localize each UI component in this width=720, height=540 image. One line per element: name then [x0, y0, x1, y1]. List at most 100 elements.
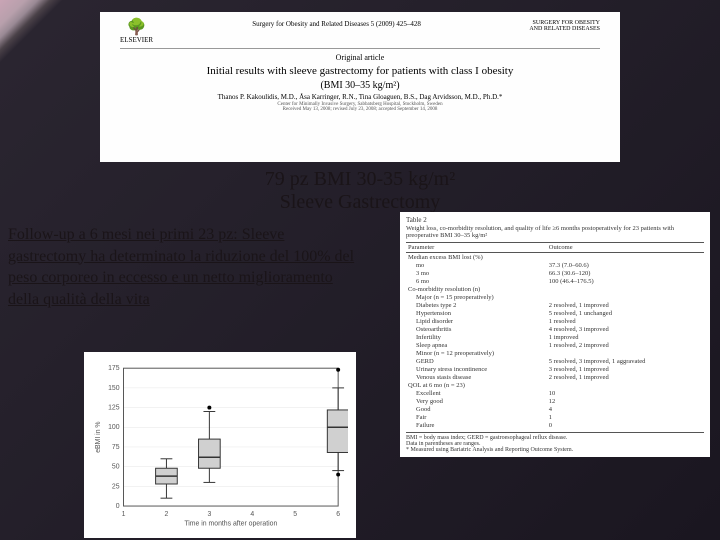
svg-text:175: 175: [108, 365, 120, 372]
publisher-name: ELSEVIER: [120, 36, 153, 44]
journal-reference: Surgery for Obesity and Related Diseases…: [153, 20, 520, 28]
table-cell-param: Sleep apnea: [406, 341, 547, 349]
table-row: 6 mo100 (46.4–176.5): [406, 277, 704, 285]
journal-header: 🌳 ELSEVIER Surgery for Obesity and Relat…: [120, 20, 600, 49]
table-cell-outcome: 12: [547, 397, 704, 405]
table-cell-param: Good: [406, 405, 547, 413]
svg-text:25: 25: [112, 483, 120, 490]
slide-title: 79 pz BMI 30-35 kg/m² Sleeve Gastrectomy: [0, 168, 720, 214]
paper-subtitle: (BMI 30–35 kg/m²): [120, 80, 600, 91]
boxplot-svg: 0255075100125150175123456Time in months …: [92, 360, 348, 530]
table-cell-outcome: [547, 293, 704, 301]
svg-text:75: 75: [112, 444, 120, 451]
table2-title: Table 2: [406, 216, 704, 224]
table-cell-param: Lipid disorder: [406, 317, 547, 325]
svg-text:50: 50: [112, 464, 120, 471]
table-cell-outcome: 2 resolved, 1 improved: [547, 301, 704, 309]
table-row: Fair1: [406, 413, 704, 421]
svg-text:eBMI in %: eBMI in %: [95, 421, 102, 452]
svg-text:6: 6: [336, 511, 340, 518]
table-cell-outcome: 4 resolved, 3 improved: [547, 325, 704, 333]
table-cell-param: Median excess BMI lost (%): [406, 253, 547, 262]
table-cell-outcome: 1 resolved: [547, 317, 704, 325]
svg-text:1: 1: [122, 511, 126, 518]
table2-subtitle: Weight loss, co-morbidity resolution, an…: [406, 225, 704, 239]
table-row: Very good12: [406, 397, 704, 405]
table-cell-outcome: 100 (46.4–176.5): [547, 277, 704, 285]
table-row: mo37.3 (7.0–60.6): [406, 261, 704, 269]
table-cell-param: Infertility: [406, 333, 547, 341]
table-cell-outcome: 2 resolved, 1 improved: [547, 373, 704, 381]
table-row: Urinary stress incontinence3 resolved, 1…: [406, 365, 704, 373]
svg-text:5: 5: [293, 511, 297, 518]
table-cell-outcome: 1 resolved, 2 improved: [547, 341, 704, 349]
table2-footnotes: BMI = body mass index; GERD = gastroesop…: [406, 432, 704, 453]
authors: Thanos P. Kakoulidis, M.D., Åsa Karringe…: [120, 93, 600, 101]
table-cell-outcome: [547, 381, 704, 389]
svg-text:125: 125: [108, 405, 120, 412]
table-row: Major (n = 15 preoperatively): [406, 293, 704, 301]
table-cell-outcome: 1: [547, 413, 704, 421]
table-row: Lipid disorder1 resolved: [406, 317, 704, 325]
table-cell-param: Major (n = 15 preoperatively): [406, 293, 547, 301]
table-cell-param: 3 mo: [406, 269, 547, 277]
table-cell-param: QOL at 6 mo (n = 23): [406, 381, 547, 389]
table-row: Sleep apnea1 resolved, 2 improved: [406, 341, 704, 349]
table-row: Failure0: [406, 421, 704, 429]
table-row: 3 mo66.3 (30.6–120): [406, 269, 704, 277]
table-cell-param: Diabetes type 2: [406, 301, 547, 309]
table-row: Good4: [406, 405, 704, 413]
table2-header-param: Parameter: [406, 243, 547, 253]
table-cell-param: Very good: [406, 397, 547, 405]
table-row: Hypertension5 resolved, 1 unchanged: [406, 309, 704, 317]
table-row: Venous stasis disease2 resolved, 1 impro…: [406, 373, 704, 381]
table-row: Infertility1 improved: [406, 333, 704, 341]
table-row: Diabetes type 22 resolved, 1 improved: [406, 301, 704, 309]
table-cell-outcome: 37.3 (7.0–60.6): [547, 261, 704, 269]
svg-text:3: 3: [207, 511, 211, 518]
table2-header-outcome: Outcome: [547, 243, 704, 253]
table-cell-outcome: [547, 253, 704, 262]
table-row: Median excess BMI lost (%): [406, 253, 704, 262]
article-type: Original article: [120, 53, 600, 62]
svg-text:100: 100: [108, 424, 120, 431]
table-cell-outcome: 0: [547, 421, 704, 429]
table-row: Osteoarthritis4 resolved, 3 improved: [406, 325, 704, 333]
paper-header: 🌳 ELSEVIER Surgery for Obesity and Relat…: [100, 12, 620, 162]
table-cell-param: Fair: [406, 413, 547, 421]
table2: Table 2 Weight loss, co-morbidity resolu…: [400, 212, 710, 457]
tree-icon: 🌳: [127, 20, 147, 36]
table-cell-param: Co-morbidity resolution (n): [406, 285, 547, 293]
table-row: Minor (n = 12 preoperatively): [406, 349, 704, 357]
table-cell-outcome: 10: [547, 389, 704, 397]
table-cell-param: Venous stasis disease: [406, 373, 547, 381]
table-cell-outcome: 4: [547, 405, 704, 413]
table-cell-param: Urinary stress incontinence: [406, 365, 547, 373]
boxplot-figure: 0255075100125150175123456Time in months …: [84, 352, 356, 538]
journal-name: SURGERY FOR OBESITY AND RELATED DISEASES: [520, 20, 600, 32]
paper-title: Initial results with sleeve gastrectomy …: [120, 64, 600, 78]
svg-text:4: 4: [250, 511, 254, 518]
footnote-3: * Measured using Bariatric Analysis and …: [406, 447, 704, 453]
table-cell-param: Excellent: [406, 389, 547, 397]
table-cell-outcome: 1 improved: [547, 333, 704, 341]
table-cell-param: mo: [406, 261, 547, 269]
svg-text:2: 2: [165, 511, 169, 518]
table-cell-param: Osteoarthritis: [406, 325, 547, 333]
table-row: Excellent10: [406, 389, 704, 397]
table-row: GERD5 resolved, 3 improved, 1 aggravated: [406, 357, 704, 365]
table-cell-param: GERD: [406, 357, 547, 365]
table-row: QOL at 6 mo (n = 23): [406, 381, 704, 389]
table-cell-outcome: [547, 349, 704, 357]
table-cell-outcome: 5 resolved, 1 unchanged: [547, 309, 704, 317]
table-cell-outcome: 3 resolved, 1 improved: [547, 365, 704, 373]
svg-text:0: 0: [116, 503, 120, 510]
table-cell-param: 6 mo: [406, 277, 547, 285]
svg-text:Time in months after operation: Time in months after operation: [184, 521, 277, 528]
table-cell-param: Failure: [406, 421, 547, 429]
table-cell-param: Minor (n = 12 preoperatively): [406, 349, 547, 357]
elsevier-logo: 🌳 ELSEVIER: [120, 20, 153, 44]
slide-line2: Sleeve Gastrectomy: [280, 191, 441, 213]
table-cell-param: Hypertension: [406, 309, 547, 317]
table2-table: Parameter Outcome Median excess BMI lost…: [406, 242, 704, 429]
